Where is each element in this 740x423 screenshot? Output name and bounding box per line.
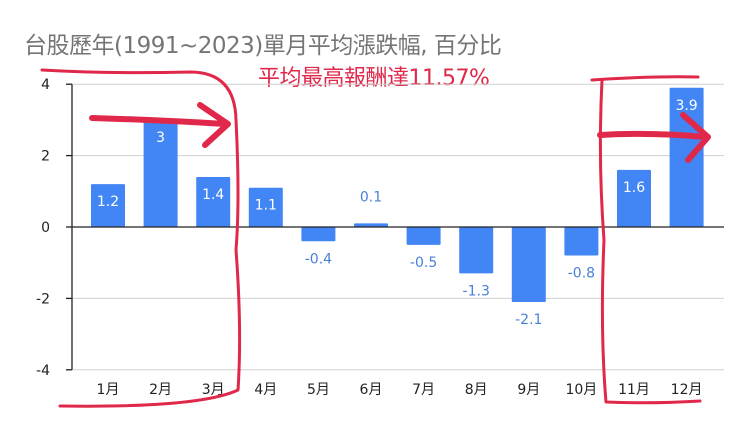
x-tick-label: 7月 xyxy=(412,382,435,398)
bar-8月 xyxy=(459,227,494,274)
data-label: 3.9 xyxy=(675,98,697,114)
bar-4月 xyxy=(248,187,283,227)
y-tick-label: -2 xyxy=(36,291,50,307)
x-tick-label: 1月 xyxy=(97,382,120,398)
right-highlight-box xyxy=(598,78,702,405)
x-tick-label: 3月 xyxy=(202,382,225,398)
x-tick-label: 6月 xyxy=(360,382,383,398)
chart-title: 台股歷年(1991~2023)單月平均漲跌幅, 百分比 xyxy=(24,33,502,59)
right-arrow-head-icon xyxy=(680,112,711,163)
data-label: 1.6 xyxy=(623,180,645,196)
bar-11月 xyxy=(617,169,651,227)
data-label: 1.4 xyxy=(202,187,224,203)
bar-10月 xyxy=(564,227,599,256)
x-tick-label: 2月 xyxy=(149,382,172,398)
left-arrow-head-icon xyxy=(197,102,231,148)
data-label: -1.3 xyxy=(463,283,490,299)
left-highlight-box xyxy=(40,68,242,408)
bar-3月 xyxy=(196,177,231,227)
y-tick-label: 4 xyxy=(41,77,50,93)
right-arrow-shaft-icon xyxy=(597,130,708,140)
bar-5月 xyxy=(301,227,336,242)
right-highlight-top xyxy=(590,75,700,82)
data-label: -2.1 xyxy=(515,312,542,328)
x-tick-label: 4月 xyxy=(254,382,277,398)
data-label: 3 xyxy=(156,130,165,146)
bar-6月 xyxy=(354,223,388,227)
x-tick-label: 5月 xyxy=(307,382,330,398)
y-tick-label: 2 xyxy=(41,149,50,165)
bar-9月 xyxy=(511,227,546,302)
left-arrow-shaft-icon xyxy=(89,115,228,127)
data-label: -0.4 xyxy=(305,251,332,267)
x-tick-label: 12月 xyxy=(671,382,703,398)
data-label: 1.2 xyxy=(97,194,119,210)
bar-7月 xyxy=(406,227,441,245)
x-tick-label: 9月 xyxy=(517,382,540,398)
x-tick-label: 11月 xyxy=(618,382,650,398)
data-label: 0.1 xyxy=(360,189,382,205)
data-label: 1.1 xyxy=(255,198,277,214)
annotation-text: 平均最高報酬達11.57% xyxy=(258,66,490,91)
x-tick-label: 10月 xyxy=(565,382,597,398)
data-label: -0.5 xyxy=(410,255,437,271)
data-label: -0.8 xyxy=(568,266,595,282)
y-tick-label: 0 xyxy=(41,220,50,236)
y-tick-label: -4 xyxy=(36,363,50,379)
x-tick-label: 8月 xyxy=(465,382,488,398)
bar-2月 xyxy=(143,119,178,227)
bar-1月 xyxy=(91,184,125,227)
